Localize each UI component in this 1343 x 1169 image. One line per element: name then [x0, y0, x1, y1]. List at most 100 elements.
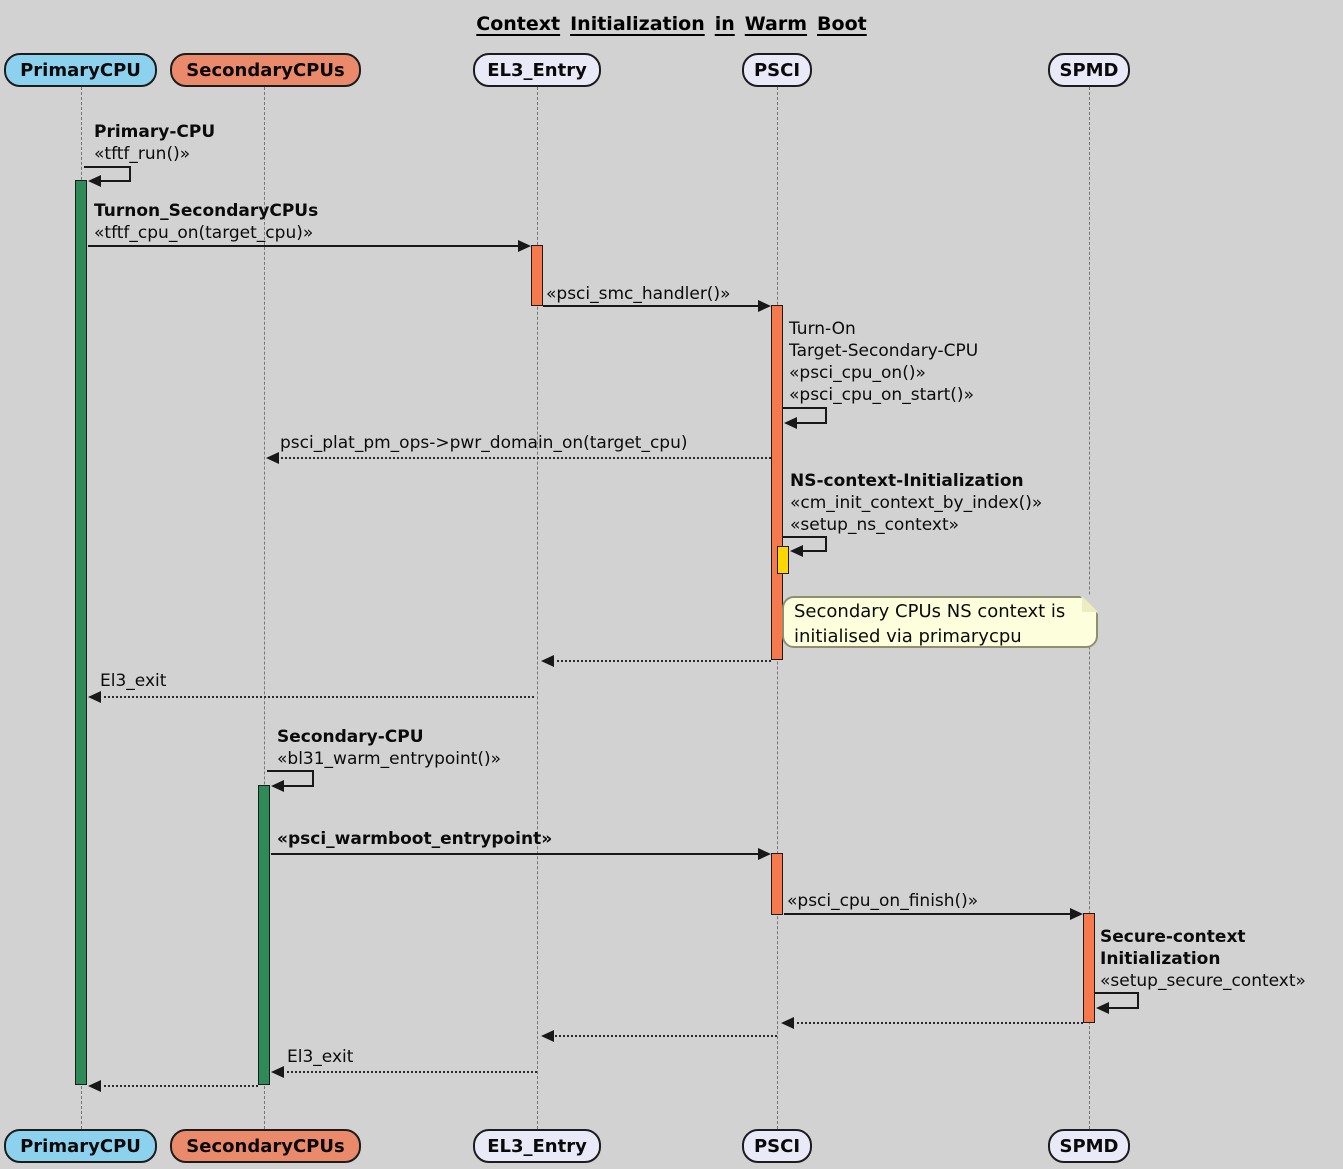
msg-setup-secure-context-label-line: «setup_secure_context»: [1100, 971, 1306, 991]
activation-el3-entry-bar: [531, 245, 543, 306]
msg-psci-cpu-on-arrowhead: [784, 417, 797, 429]
participant-top-psci: PSCI: [742, 53, 812, 87]
activation-psci-yellow-bar: [777, 546, 789, 574]
participant-top-secondarycpus: SecondaryCPUs: [170, 53, 361, 87]
title-word: Boot: [817, 13, 867, 35]
msg-return-secondary-primary-arrowhead: [88, 1080, 101, 1092]
msg-return-psci-el3-arrowhead: [541, 655, 554, 667]
msg-bl31-warm-entrypoint-loop-top: [267, 770, 312, 772]
msg-psci-cpu-on-label-line: Turn-On: [789, 319, 856, 339]
msg-psci-warmboot-entrypoint-label-line: «psci_warmboot_entrypoint»: [277, 829, 553, 849]
msg-el3-exit-primary-line: [99, 696, 534, 698]
title-word: in: [714, 13, 735, 35]
participant-top-spmd: SPMD: [1048, 53, 1130, 87]
msg-psci-cpu-on-loop-top: [783, 407, 825, 409]
msg-tftf-cpu-on-label: Turnon_SecondaryCPUs «tftf_cpu_on(target_…: [94, 200, 318, 244]
msg-el3-exit-primary-label: El3_exit: [100, 670, 166, 692]
lifeline-el3-entry: [537, 87, 538, 1129]
title-word: Initialization: [570, 13, 705, 35]
msg-return-spmd-psci-line: [792, 1022, 1083, 1024]
activation-secondarycpus-bar: [258, 785, 270, 1085]
msg-psci-cpu-on-finish-arrowhead: [1070, 908, 1083, 920]
msg-el3-exit-secondary-label-line: El3_exit: [287, 1047, 354, 1067]
participant-bottom-psci: PSCI: [742, 1129, 812, 1163]
note-line: Secondary CPUs NS context is: [794, 601, 1066, 622]
participant-bottom-secondarycpus: SecondaryCPUs: [170, 1129, 361, 1163]
msg-psci-cpu-on-finish-line: [784, 913, 1072, 915]
msg-ns-context-init-label-line: «setup_ns_context»: [790, 515, 960, 535]
msg-setup-secure-context-arrowhead: [1096, 1002, 1109, 1014]
msg-el3-exit-secondary-arrowhead: [271, 1066, 284, 1078]
msg-psci-cpu-on-label: Turn-On Target-Secondary-CPU «psci_cpu_on(…: [789, 318, 978, 406]
msg-return-secondary-primary-line: [99, 1085, 258, 1087]
msg-pwr-domain-on-arrowhead: [266, 452, 279, 464]
msg-psci-cpu-on-label-line: Target-Secondary-CPU: [789, 341, 979, 361]
title-word: Context: [476, 13, 561, 35]
msg-pwr-domain-on-label-line: psci_plat_pm_ops->pwr_domain_on(target_c…: [280, 433, 688, 453]
msg-psci-smc-handler-line: [543, 305, 760, 307]
msg-tftf-cpu-on-label-line: «tftf_cpu_on(target_cpu)»: [94, 223, 314, 243]
participant-bottom-el3-entry: EL3_Entry: [473, 1129, 601, 1163]
msg-bl31-warm-entrypoint-arrowhead: [271, 780, 284, 792]
msg-pwr-domain-on-label: psci_plat_pm_ops->pwr_domain_on(target_c…: [280, 432, 688, 454]
msg-bl31-warm-entrypoint-label-line: «bl31_warm_entrypoint()»: [277, 749, 502, 769]
msg-tftf-run-loop-side: [129, 166, 131, 180]
msg-setup-secure-context-loop-bottom: [1107, 1007, 1139, 1009]
msg-ns-context-init-label-line: «cm_init_context_by_index()»: [790, 493, 1043, 513]
msg-bl31-warm-entrypoint-loop-bottom: [282, 785, 314, 787]
msg-el3-exit-primary-label-line: El3_exit: [100, 671, 167, 691]
msg-psci-warmboot-entrypoint-arrowhead: [758, 848, 771, 860]
lifeline-secondarycpus: [264, 87, 265, 1129]
msg-psci-smc-handler-label: «psci_smc_handler()»: [546, 283, 730, 305]
msg-tftf-cpu-on-line: [88, 245, 520, 247]
participant-bottom-primarycpu: PrimaryCPU: [4, 1129, 157, 1163]
msg-tftf-cpu-on-arrowhead: [518, 240, 531, 252]
participant-top-primarycpu: PrimaryCPU: [4, 53, 157, 87]
msg-ns-context-init-loop-bottom: [801, 550, 827, 552]
msg-bl31-warm-entrypoint-label-line: Secondary-CPU: [277, 727, 424, 747]
msg-ns-context-init-arrowhead: [790, 545, 803, 557]
msg-bl31-warm-entrypoint-label: Secondary-CPU «bl31_warm_entrypoint()»: [277, 726, 501, 770]
msg-tftf-run-label-line: Primary-CPU: [94, 122, 216, 142]
msg-psci-cpu-on-loop-side: [825, 407, 827, 422]
msg-psci-warmboot-entrypoint-line: [271, 853, 760, 855]
msg-setup-secure-context-label-line: Secure-context: [1100, 927, 1246, 947]
msg-psci-smc-handler-label-line: «psci_smc_handler()»: [546, 284, 731, 304]
msg-el3-exit-secondary-line: [282, 1071, 537, 1073]
note-ns-context: Secondary CPUs NS context is initialised …: [782, 596, 1098, 648]
msg-psci-cpu-on-label-line: «psci_cpu_on_start()»: [789, 385, 974, 405]
msg-psci-warmboot-entrypoint-label: «psci_warmboot_entrypoint»: [277, 828, 552, 850]
msg-ns-context-init-label: NS-context-Initialization «cm_init_contex…: [790, 470, 1042, 536]
msg-tftf-run-label: Primary-CPU «tftf_run()»: [94, 121, 215, 165]
msg-setup-secure-context-loop-top: [1095, 992, 1137, 994]
msg-bl31-warm-entrypoint-loop-side: [312, 770, 314, 785]
msg-ns-context-init-loop-top: [783, 536, 825, 538]
activation-spmd-bar: [1083, 913, 1095, 1023]
activation-primarycpu-bar: [75, 180, 87, 1085]
msg-setup-secure-context-label: Secure-context Initialization «setup_secur…: [1100, 926, 1306, 992]
msg-setup-secure-context-loop-side: [1137, 992, 1139, 1007]
msg-return-psci-el3-line: [552, 660, 771, 662]
msg-setup-secure-context-label-line: Initialization: [1100, 949, 1221, 969]
msg-psci-cpu-on-loop-bottom: [795, 422, 827, 424]
participant-bottom-spmd: SPMD: [1048, 1129, 1130, 1163]
msg-return-spmd-psci-arrowhead: [781, 1017, 794, 1029]
msg-psci-cpu-on-finish-label: «psci_cpu_on_finish()»: [787, 890, 978, 912]
msg-tftf-run-loop-top: [84, 166, 129, 168]
msg-psci-cpu-on-finish-label-line: «psci_cpu_on_finish()»: [787, 891, 979, 911]
msg-tftf-run-arrowhead: [88, 175, 101, 187]
msg-tftf-cpu-on-label-line: Turnon_SecondaryCPUs: [94, 201, 319, 221]
msg-return-psci-el3-2-line: [552, 1035, 777, 1037]
msg-tftf-run-label-line: «tftf_run()»: [94, 144, 191, 164]
msg-el3-exit-primary-arrowhead: [88, 691, 101, 703]
note-line: initialised via primarycpu: [794, 626, 1022, 647]
title-word: Warm: [744, 13, 808, 35]
msg-ns-context-init-loop-side: [825, 536, 827, 550]
participant-top-el3-entry: EL3_Entry: [473, 53, 601, 87]
msg-tftf-run-loop-bottom: [99, 180, 131, 182]
msg-psci-cpu-on-label-line: «psci_cpu_on()»: [789, 363, 926, 383]
msg-ns-context-init-label-line: NS-context-Initialization: [790, 471, 1024, 491]
msg-el3-exit-secondary-label: El3_exit: [287, 1046, 353, 1068]
msg-return-psci-el3-2-arrowhead: [541, 1030, 554, 1042]
